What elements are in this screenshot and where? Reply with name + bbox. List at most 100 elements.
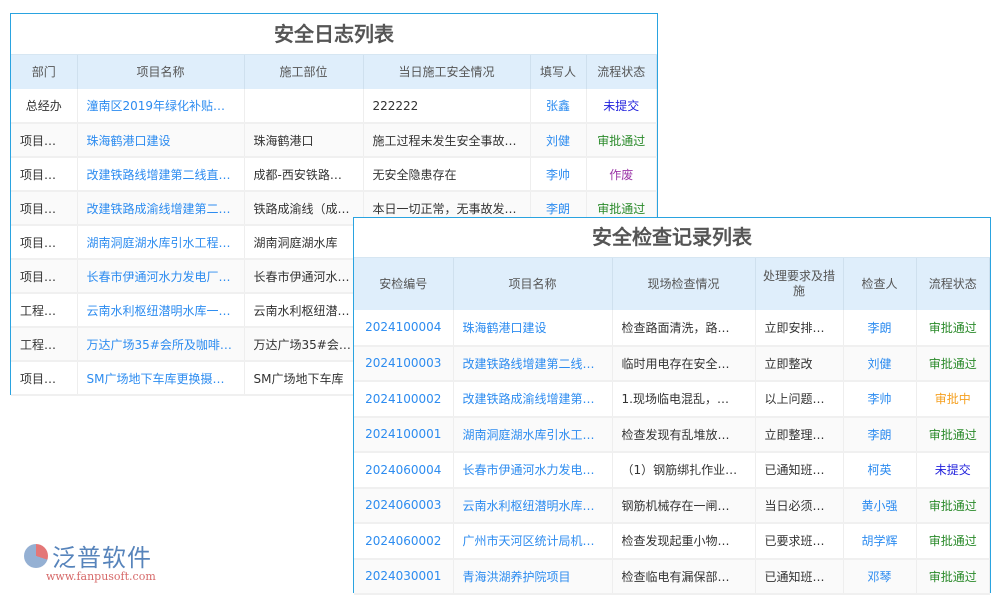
watermark-brand: 泛普软件 [52, 544, 152, 572]
project-name-link[interactable]: SM广场地下车库更换摄… [77, 361, 245, 396]
inspection-detail-cell: 检查路面清洗，路… [612, 310, 756, 347]
inspection-detail-cell: 钢筋机械存在一闸… [612, 487, 756, 524]
project-name-link[interactable]: 长春市伊通河水力发电厂… [77, 259, 245, 294]
table-row[interactable]: 2024060003 云南水利枢纽潜明水库… 钢筋机械存在一闸… 当日必须整… 黄小强审… [354, 487, 990, 524]
table-row[interactable]: 2024060004 长春市伊通河水力发电… （1）钢筋绑扎作业… 已通知班组… 柯英未… [354, 452, 990, 489]
author-link[interactable]: 刘健 [530, 123, 587, 158]
inspector-link[interactable]: 李朗 [843, 310, 917, 347]
construction-site-cell: 珠海鹤港口 [244, 123, 364, 158]
inspection-detail-cell: 检查发现起重小物… [612, 523, 756, 560]
inspection-id-link[interactable]: 2024100003 [354, 345, 454, 382]
safety-inspection-panel: 安全检查记录列表 安检编号 项目名称 现场检查情况 处理要求及措施 检查人 流程状态 202… [353, 217, 991, 595]
measures-cell: 立即整理归类 [755, 416, 844, 453]
project-name-link[interactable]: 云南水利枢纽潜明水库一… [77, 293, 245, 328]
column-header[interactable]: 检查人 [843, 258, 917, 310]
inspection-id-link[interactable]: 2024060004 [354, 452, 454, 489]
table-row[interactable]: 2024060002 广州市天河区统计局机… 检查发现起重小物… 已要求班组… 胡学辉审… [354, 523, 990, 560]
construction-site-cell: 湖南洞庭湖水库 [244, 225, 364, 260]
watermark-url: www.fanpusoft.com [46, 570, 156, 583]
inspection-detail-cell: 检查发现有乱堆放… [612, 416, 756, 453]
inspector-link[interactable]: 黄小强 [843, 487, 917, 524]
table-row[interactable]: 总经办 潼南区2019年绿化补贴项… 222222 张鑫 未提交 [11, 89, 657, 124]
column-header[interactable]: 安检编号 [354, 258, 454, 310]
table-row[interactable]: 2024100003 改建铁路线增建第二线… 临时用电存在安全… 立即整改 刘健 审批通过 [354, 345, 990, 382]
column-header[interactable]: 现场检查情况 [612, 258, 756, 310]
measures-cell: 当日必须整… [755, 487, 844, 524]
inspection-id-link[interactable]: 2024060002 [354, 523, 454, 560]
project-name-link[interactable]: 珠海鹤港口建设 [77, 123, 245, 158]
safety-inspection-table: 安检编号 项目名称 现场检查情况 处理要求及措施 检查人 流程状态 2024100004 珠海… [354, 258, 990, 595]
inspector-link[interactable]: 李朗 [843, 416, 917, 453]
project-name-link[interactable]: 云南水利枢纽潜明水库… [453, 487, 613, 524]
project-name-link[interactable]: 长春市伊通河水力发电… [453, 452, 613, 489]
daily-safety-cell: 222222 [363, 89, 531, 124]
project-name-link[interactable]: 青海洪湖养护院项目 [453, 558, 613, 595]
safety-inspection-title: 安全检查记录列表 [354, 218, 990, 258]
department-cell: 项目三部 [11, 259, 78, 294]
project-name-link[interactable]: 潼南区2019年绿化补贴项… [77, 89, 245, 124]
project-name-link[interactable]: 广州市天河区统计局机… [453, 523, 613, 560]
safety-log-title: 安全日志列表 [11, 14, 657, 55]
inspector-link[interactable]: 邓琴 [843, 558, 917, 595]
status-cell: 未提交 [916, 452, 990, 489]
project-name-link[interactable]: 改建铁路成渝线增建第… [453, 381, 613, 418]
construction-site-cell: 万达广场35#会… [244, 327, 364, 362]
inspector-link[interactable]: 柯英 [843, 452, 917, 489]
author-link[interactable]: 张鑫 [530, 89, 587, 124]
inspection-detail-cell: （1）钢筋绑扎作业… [612, 452, 756, 489]
project-name-link[interactable]: 万达广场35#会所及咖啡… [77, 327, 245, 362]
construction-site-cell [244, 89, 364, 124]
column-header[interactable]: 项目名称 [77, 55, 245, 89]
status-cell: 审批通过 [916, 416, 990, 453]
status-cell: 审批通过 [916, 345, 990, 382]
table-row[interactable]: 2024030001 青海洪湖养护院项目 检查临电有漏保部… 已通知班组… 邓琴 审批通过 [354, 558, 990, 595]
column-header[interactable]: 当日施工安全情况 [363, 55, 531, 89]
daily-safety-cell: 施工过程未发生安全事故… [363, 123, 531, 158]
table-row[interactable]: 2024100004 珠海鹤港口建设 检查路面清洗，路… 立即安排清… 李朗 审批通过 [354, 310, 990, 347]
status-cell: 审批通过 [586, 123, 657, 158]
column-header[interactable]: 项目名称 [453, 258, 613, 310]
status-cell: 审批通过 [916, 523, 990, 560]
department-cell: 项目二部 [11, 361, 78, 396]
measures-cell: 立即安排清… [755, 310, 844, 347]
inspector-link[interactable]: 胡学辉 [843, 523, 917, 560]
column-header[interactable]: 填写人 [530, 55, 587, 89]
project-name-link[interactable]: 改建铁路线增建第二线直… [77, 157, 245, 192]
column-header[interactable]: 部门 [11, 55, 78, 89]
inspection-id-link[interactable]: 2024100002 [354, 381, 454, 418]
status-cell: 作废 [586, 157, 657, 192]
inspector-link[interactable]: 刘健 [843, 345, 917, 382]
table-row[interactable]: 项目一部 改建铁路线增建第二线直… 成都-西安铁路… 无安全隐患存在 李帅 作废 [11, 157, 657, 192]
measures-cell: 已通知班组… [755, 452, 844, 489]
author-link[interactable]: 李帅 [530, 157, 587, 192]
project-name-link[interactable]: 珠海鹤港口建设 [453, 310, 613, 347]
department-cell: 项目一部 [11, 157, 78, 192]
project-name-link[interactable]: 湖南洞庭湖水库引水工程… [77, 225, 245, 260]
measures-cell: 立即整改 [755, 345, 844, 382]
construction-site-cell: 铁路成渝线（成… [244, 191, 364, 226]
inspection-detail-cell: 1.现场临电混乱，… [612, 381, 756, 418]
logo-icon [24, 544, 48, 568]
table-row[interactable]: 2024100001 湖南洞庭湖水库引水工… 检查发现有乱堆放… 立即整理归类 李朗 审批… [354, 416, 990, 453]
construction-site-cell: 长春市伊通河水… [244, 259, 364, 294]
project-name-link[interactable]: 湖南洞庭湖水库引水工… [453, 416, 613, 453]
table-row[interactable]: 2024100002 改建铁路成渝线增建第… 1.现场临电混乱，… 以上问题限… 李帅审… [354, 381, 990, 418]
column-header[interactable]: 处理要求及措施 [755, 258, 844, 310]
measures-cell: 以上问题限… [755, 381, 844, 418]
inspection-id-link[interactable]: 2024060003 [354, 487, 454, 524]
column-header[interactable]: 施工部位 [244, 55, 364, 89]
table-row[interactable]: 项目三部 珠海鹤港口建设 珠海鹤港口 施工过程未发生安全事故… 刘健 审批通过 [11, 123, 657, 158]
project-name-link[interactable]: 改建铁路成渝线增建第二… [77, 191, 245, 226]
inspection-id-link[interactable]: 2024100001 [354, 416, 454, 453]
status-cell: 审批通过 [916, 558, 990, 595]
inspection-id-link[interactable]: 2024100004 [354, 310, 454, 347]
project-name-link[interactable]: 改建铁路线增建第二线… [453, 345, 613, 382]
inspection-id-link[interactable]: 2024030001 [354, 558, 454, 595]
column-header[interactable]: 流程状态 [916, 258, 990, 310]
inspector-link[interactable]: 李帅 [843, 381, 917, 418]
construction-site-cell: SM广场地下车库 [244, 361, 364, 396]
column-header[interactable]: 流程状态 [586, 55, 657, 89]
department-cell: 项目一部 [11, 225, 78, 260]
department-cell: 工程管… [11, 293, 78, 328]
status-cell: 未提交 [586, 89, 657, 124]
